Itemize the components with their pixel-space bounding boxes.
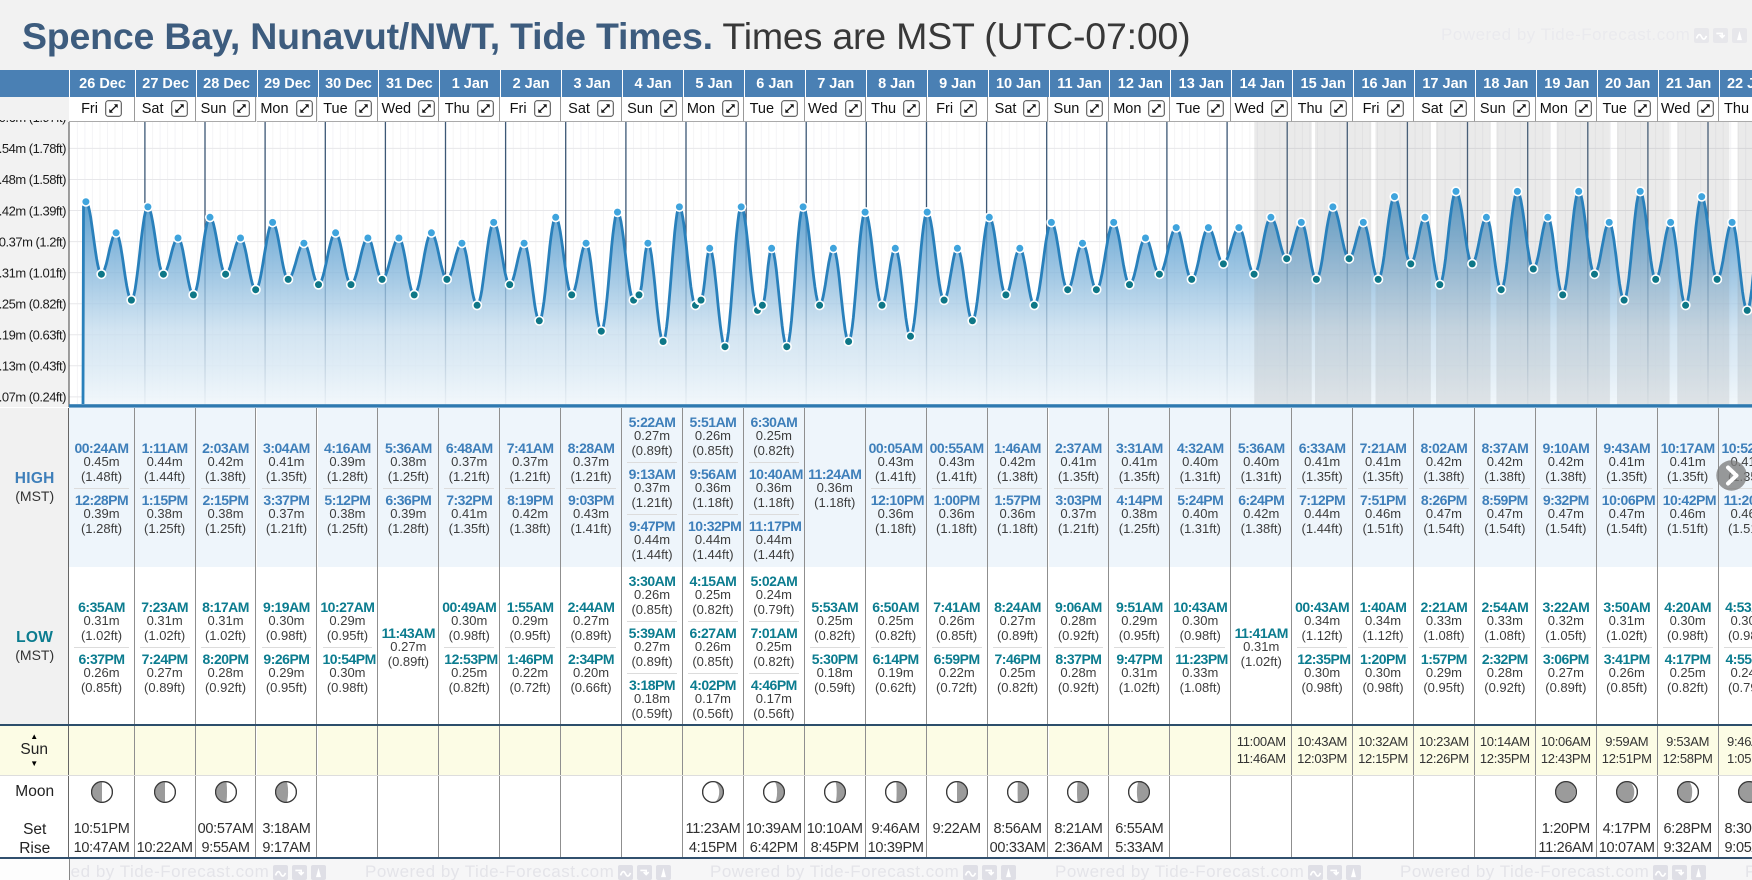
svg-text:0.07m (0.24ft): 0.07m (0.24ft) xyxy=(0,390,66,405)
svg-text:0.31m (1.01ft): 0.31m (1.01ft) xyxy=(0,265,66,280)
svg-text:0.19m (0.63ft): 0.19m (0.63ft) xyxy=(0,328,66,343)
svg-text:0.6m (1.97ft): 0.6m (1.97ft) xyxy=(0,120,66,125)
svg-text:0.37m (1.2ft): 0.37m (1.2ft) xyxy=(0,234,66,249)
svg-text:0.25m (0.82ft): 0.25m (0.82ft) xyxy=(0,297,66,312)
svg-text:0.42m (1.39ft): 0.42m (1.39ft) xyxy=(0,203,66,218)
svg-text:0.13m (0.43ft): 0.13m (0.43ft) xyxy=(0,359,66,374)
svg-text:0.54m (1.78ft): 0.54m (1.78ft) xyxy=(0,141,66,156)
svg-text:0.48m (1.58ft): 0.48m (1.58ft) xyxy=(0,172,66,187)
